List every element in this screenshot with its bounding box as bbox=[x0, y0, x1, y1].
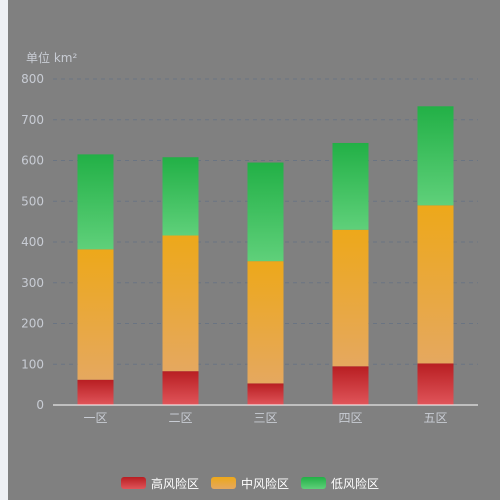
bar-2-2[interactable] bbox=[247, 162, 284, 262]
y-tick-label: 100 bbox=[21, 357, 44, 371]
legend-swatch bbox=[210, 477, 236, 489]
bar-3-0[interactable] bbox=[332, 366, 369, 405]
bar-0-2[interactable] bbox=[77, 154, 114, 250]
bar-1-2[interactable] bbox=[162, 157, 199, 236]
legend-label: 高风险区 bbox=[150, 476, 199, 491]
y-tick-label: 0 bbox=[36, 398, 44, 412]
bar-0-1[interactable] bbox=[77, 249, 114, 380]
y-tick-label: 700 bbox=[21, 113, 44, 127]
unit-label: 单位 km² bbox=[26, 50, 77, 65]
bar-3-1[interactable] bbox=[332, 229, 369, 367]
x-axis-ticks: 一区 二区 三区 四区 五区 bbox=[83, 411, 447, 425]
bar-0-0[interactable] bbox=[77, 379, 114, 405]
bars bbox=[77, 106, 454, 405]
bar-2-0[interactable] bbox=[247, 383, 284, 405]
x-tick-label: 五区 bbox=[423, 411, 447, 425]
y-tick-label: 500 bbox=[21, 194, 44, 208]
legend-item[interactable]: 低风险区 bbox=[301, 475, 379, 492]
legend-item[interactable]: 中风险区 bbox=[210, 475, 289, 492]
bar-4-1[interactable] bbox=[417, 205, 454, 364]
bar-1-0[interactable] bbox=[162, 371, 199, 405]
y-tick-label: 800 bbox=[21, 72, 44, 86]
bar-2-1[interactable] bbox=[247, 261, 284, 384]
legend-item[interactable]: 高风险区 bbox=[120, 475, 199, 492]
y-tick-label: 400 bbox=[21, 235, 44, 249]
x-tick-label: 一区 bbox=[83, 411, 107, 425]
bar-3-2[interactable] bbox=[332, 142, 369, 230]
grid-lines bbox=[53, 78, 478, 365]
legend-label: 低风险区 bbox=[331, 476, 380, 491]
y-tick-label: 600 bbox=[21, 154, 44, 168]
bar-4-0[interactable] bbox=[417, 363, 454, 405]
legend-swatch bbox=[120, 477, 146, 489]
legend-swatch bbox=[301, 477, 326, 489]
y-axis-ticks: 0 100 200 300 400 500 600 700 800 bbox=[21, 72, 44, 412]
x-tick-label: 三区 bbox=[253, 411, 277, 425]
legend-label: 中风险区 bbox=[240, 476, 289, 491]
bar-1-1[interactable] bbox=[162, 235, 199, 372]
legend: 高风险区 中风险区 低风险区 bbox=[0, 474, 500, 492]
x-tick-label: 二区 bbox=[168, 411, 192, 425]
bar-4-2[interactable] bbox=[417, 106, 454, 206]
x-tick-label: 四区 bbox=[338, 411, 362, 425]
y-tick-label: 200 bbox=[21, 317, 44, 331]
y-tick-label: 300 bbox=[21, 276, 44, 290]
